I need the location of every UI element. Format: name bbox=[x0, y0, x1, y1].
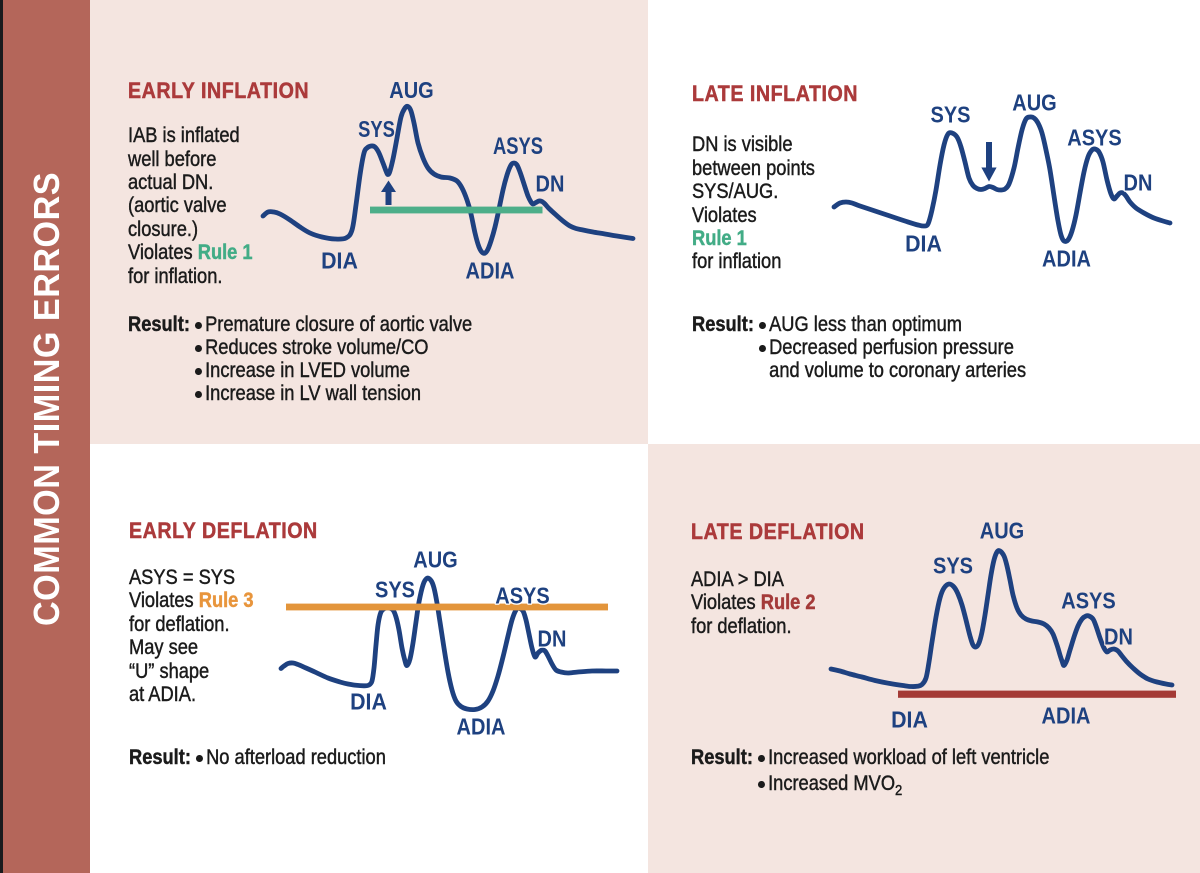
svg-text:ASYS: ASYS bbox=[493, 131, 543, 159]
svg-text:DN: DN bbox=[538, 625, 567, 652]
svg-text:ADIA: ADIA bbox=[1042, 245, 1091, 272]
svg-text:DIA: DIA bbox=[891, 707, 928, 733]
svg-text:AUG: AUG bbox=[389, 77, 433, 104]
svg-text:DN: DN bbox=[536, 170, 565, 197]
svg-text:DIA: DIA bbox=[350, 689, 387, 715]
svg-text:SYS: SYS bbox=[933, 552, 973, 579]
svg-text:DN: DN bbox=[1104, 623, 1133, 650]
svg-text:SYS: SYS bbox=[358, 117, 395, 143]
svg-text:ASYS: ASYS bbox=[1061, 587, 1115, 614]
svg-text:AUG: AUG bbox=[413, 546, 457, 573]
svg-text:SYS: SYS bbox=[375, 576, 415, 603]
svg-text:ADIA: ADIA bbox=[1042, 702, 1091, 729]
svg-text:AUG: AUG bbox=[980, 517, 1024, 544]
svg-text:AUG: AUG bbox=[1012, 89, 1056, 116]
svg-text:ASYS: ASYS bbox=[1067, 124, 1121, 151]
svg-text:SYS: SYS bbox=[930, 101, 970, 128]
svg-text:ADIA: ADIA bbox=[457, 713, 506, 740]
svg-text:DN: DN bbox=[1124, 169, 1153, 196]
svg-text:DIA: DIA bbox=[905, 231, 942, 257]
svg-text:DIA: DIA bbox=[321, 248, 358, 274]
svg-text:ASYS: ASYS bbox=[495, 582, 549, 609]
svg-text:ADIA: ADIA bbox=[466, 257, 515, 284]
